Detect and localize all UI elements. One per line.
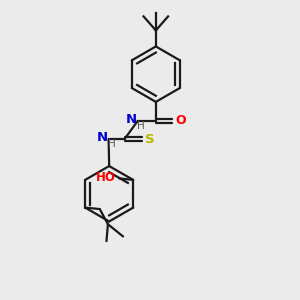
Text: N: N — [126, 112, 137, 126]
Text: HO: HO — [96, 171, 116, 184]
Text: N: N — [97, 131, 108, 144]
Text: O: O — [175, 114, 186, 127]
Text: H: H — [108, 139, 116, 149]
Text: S: S — [145, 133, 154, 146]
Text: H: H — [137, 121, 145, 131]
